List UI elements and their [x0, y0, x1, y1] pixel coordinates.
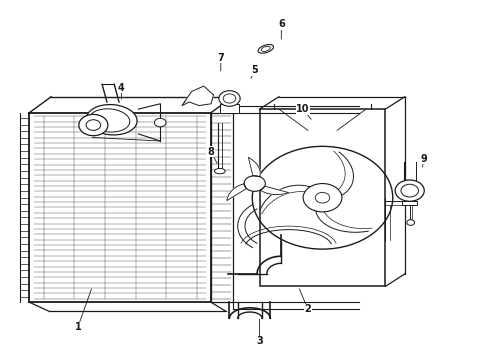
Text: 2: 2	[305, 304, 311, 314]
Bar	[220, 104, 239, 113]
Ellipse shape	[89, 109, 130, 132]
Circle shape	[154, 118, 166, 127]
Circle shape	[395, 180, 424, 201]
Text: 3: 3	[256, 336, 263, 346]
Text: 5: 5	[251, 65, 258, 75]
Bar	[402, 201, 417, 205]
Text: 9: 9	[421, 154, 428, 164]
Circle shape	[244, 176, 266, 192]
Text: 4: 4	[118, 83, 125, 93]
Circle shape	[407, 220, 415, 225]
Text: 1: 1	[74, 322, 81, 332]
Polygon shape	[227, 184, 246, 201]
Ellipse shape	[86, 104, 137, 135]
Bar	[260, 109, 386, 286]
Polygon shape	[260, 186, 289, 194]
Polygon shape	[182, 86, 214, 105]
Text: 6: 6	[278, 19, 285, 29]
Text: 10: 10	[296, 104, 310, 114]
Circle shape	[79, 114, 108, 136]
Text: 7: 7	[218, 53, 224, 63]
Text: 8: 8	[208, 147, 215, 157]
Circle shape	[219, 91, 240, 106]
Polygon shape	[248, 157, 260, 177]
Ellipse shape	[258, 45, 273, 53]
Ellipse shape	[215, 168, 225, 174]
Bar	[211, 113, 233, 302]
